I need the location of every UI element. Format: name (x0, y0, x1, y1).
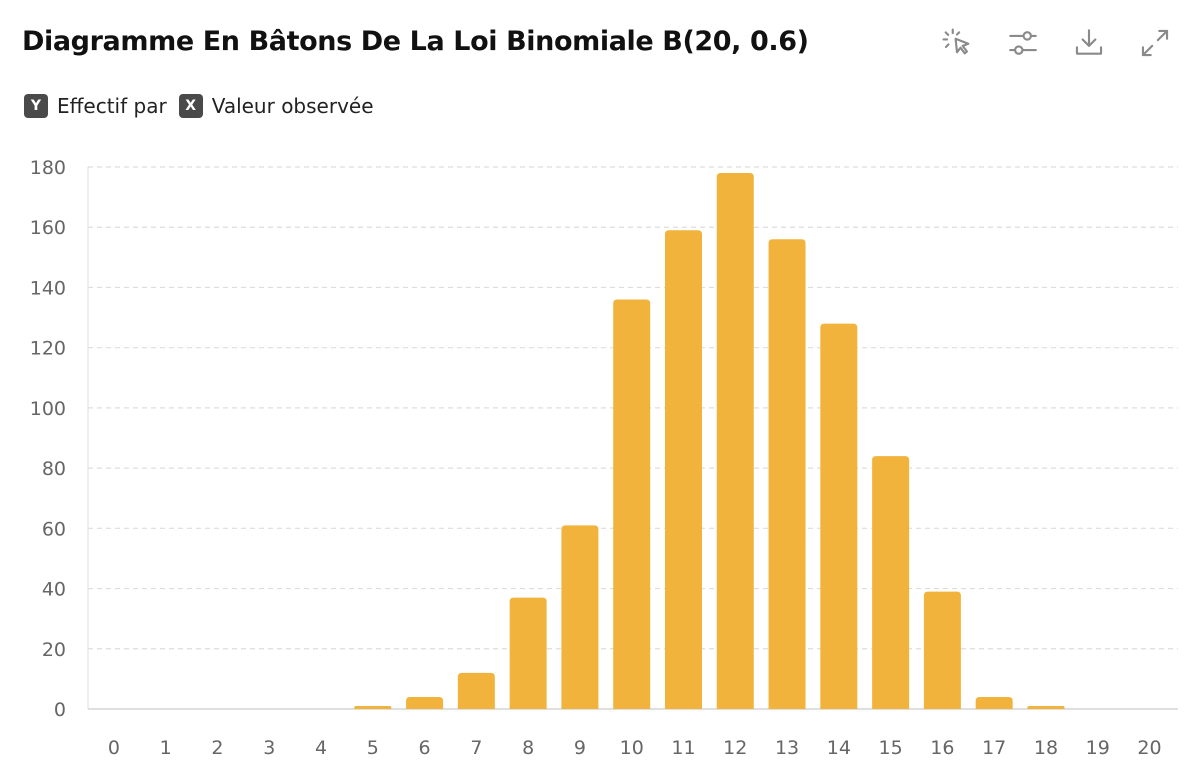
x-tick-label: 2 (211, 737, 223, 759)
x-tick-label: 8 (522, 737, 534, 759)
x-axis-label: Valeur observée (211, 94, 374, 118)
x-tick-label: 5 (367, 737, 379, 759)
bar-15[interactable] (872, 456, 910, 709)
bar-6[interactable] (406, 696, 444, 709)
x-tick-label: 11 (671, 737, 695, 759)
download-icon (1075, 29, 1103, 55)
bar-18[interactable] (1027, 705, 1065, 709)
axis-legend: Y Effectif par X Valeur observée (24, 94, 386, 118)
x-tick-label: 15 (879, 737, 903, 759)
chart-toolbar (934, 22, 1178, 64)
y-axis-badge: Y (24, 94, 48, 118)
x-tick-label: 14 (827, 737, 851, 759)
bar-8[interactable] (509, 597, 547, 709)
expand-icon (1141, 29, 1169, 57)
bar-9[interactable] (561, 525, 599, 709)
bar-12[interactable] (716, 173, 754, 709)
x-tick-label: 7 (470, 737, 482, 759)
x-tick-label: 9 (574, 737, 586, 759)
x-tick-label: 16 (930, 737, 954, 759)
y-tick-label: 100 (30, 398, 66, 420)
fullscreen-button[interactable] (1132, 22, 1178, 64)
bar-14[interactable] (820, 323, 858, 709)
download-button[interactable] (1066, 22, 1112, 64)
y-tick-label: 20 (42, 639, 66, 661)
x-tick-label: 13 (775, 737, 799, 759)
bar-5[interactable] (354, 705, 392, 709)
x-tick-label: 10 (620, 737, 644, 759)
x-tick-label: 19 (1086, 737, 1110, 759)
y-tick-label: 40 (42, 579, 66, 601)
y-tick-label: 0 (54, 699, 66, 721)
x-tick-label: 1 (160, 737, 172, 759)
y-tick-label: 140 (30, 277, 66, 299)
x-tick-label: 20 (1137, 737, 1161, 759)
chart-title: Diagramme En Bâtons De La Loi Binomiale … (22, 26, 809, 57)
y-tick-label: 60 (42, 518, 66, 540)
bar-11[interactable] (664, 230, 702, 709)
y-tick-label: 80 (42, 458, 66, 480)
settings-sliders-button[interactable] (1000, 22, 1046, 64)
x-axis-badge: X (178, 94, 203, 118)
x-tick-label: 6 (419, 737, 431, 759)
y-tick-label: 120 (30, 338, 66, 360)
select-pointer-button[interactable] (934, 22, 980, 64)
bar-10[interactable] (613, 299, 651, 709)
x-tick-label: 17 (982, 737, 1006, 759)
x-tick-label: 18 (1034, 737, 1058, 759)
select-pointer-icon (942, 28, 970, 55)
y-tick-label: 160 (30, 217, 66, 239)
x-tick-label: 0 (108, 737, 120, 759)
sliders-icon (1009, 31, 1037, 55)
bar-17[interactable] (975, 696, 1013, 709)
bar-13[interactable] (768, 239, 806, 709)
x-tick-label: 12 (723, 737, 747, 759)
x-tick-label: 3 (263, 737, 275, 759)
bar-7[interactable] (457, 672, 495, 709)
x-tick-label: 4 (315, 737, 327, 759)
y-axis-label: Effectif par (57, 94, 167, 118)
y-tick-label: 180 (30, 157, 66, 179)
bar-16[interactable] (923, 591, 961, 709)
